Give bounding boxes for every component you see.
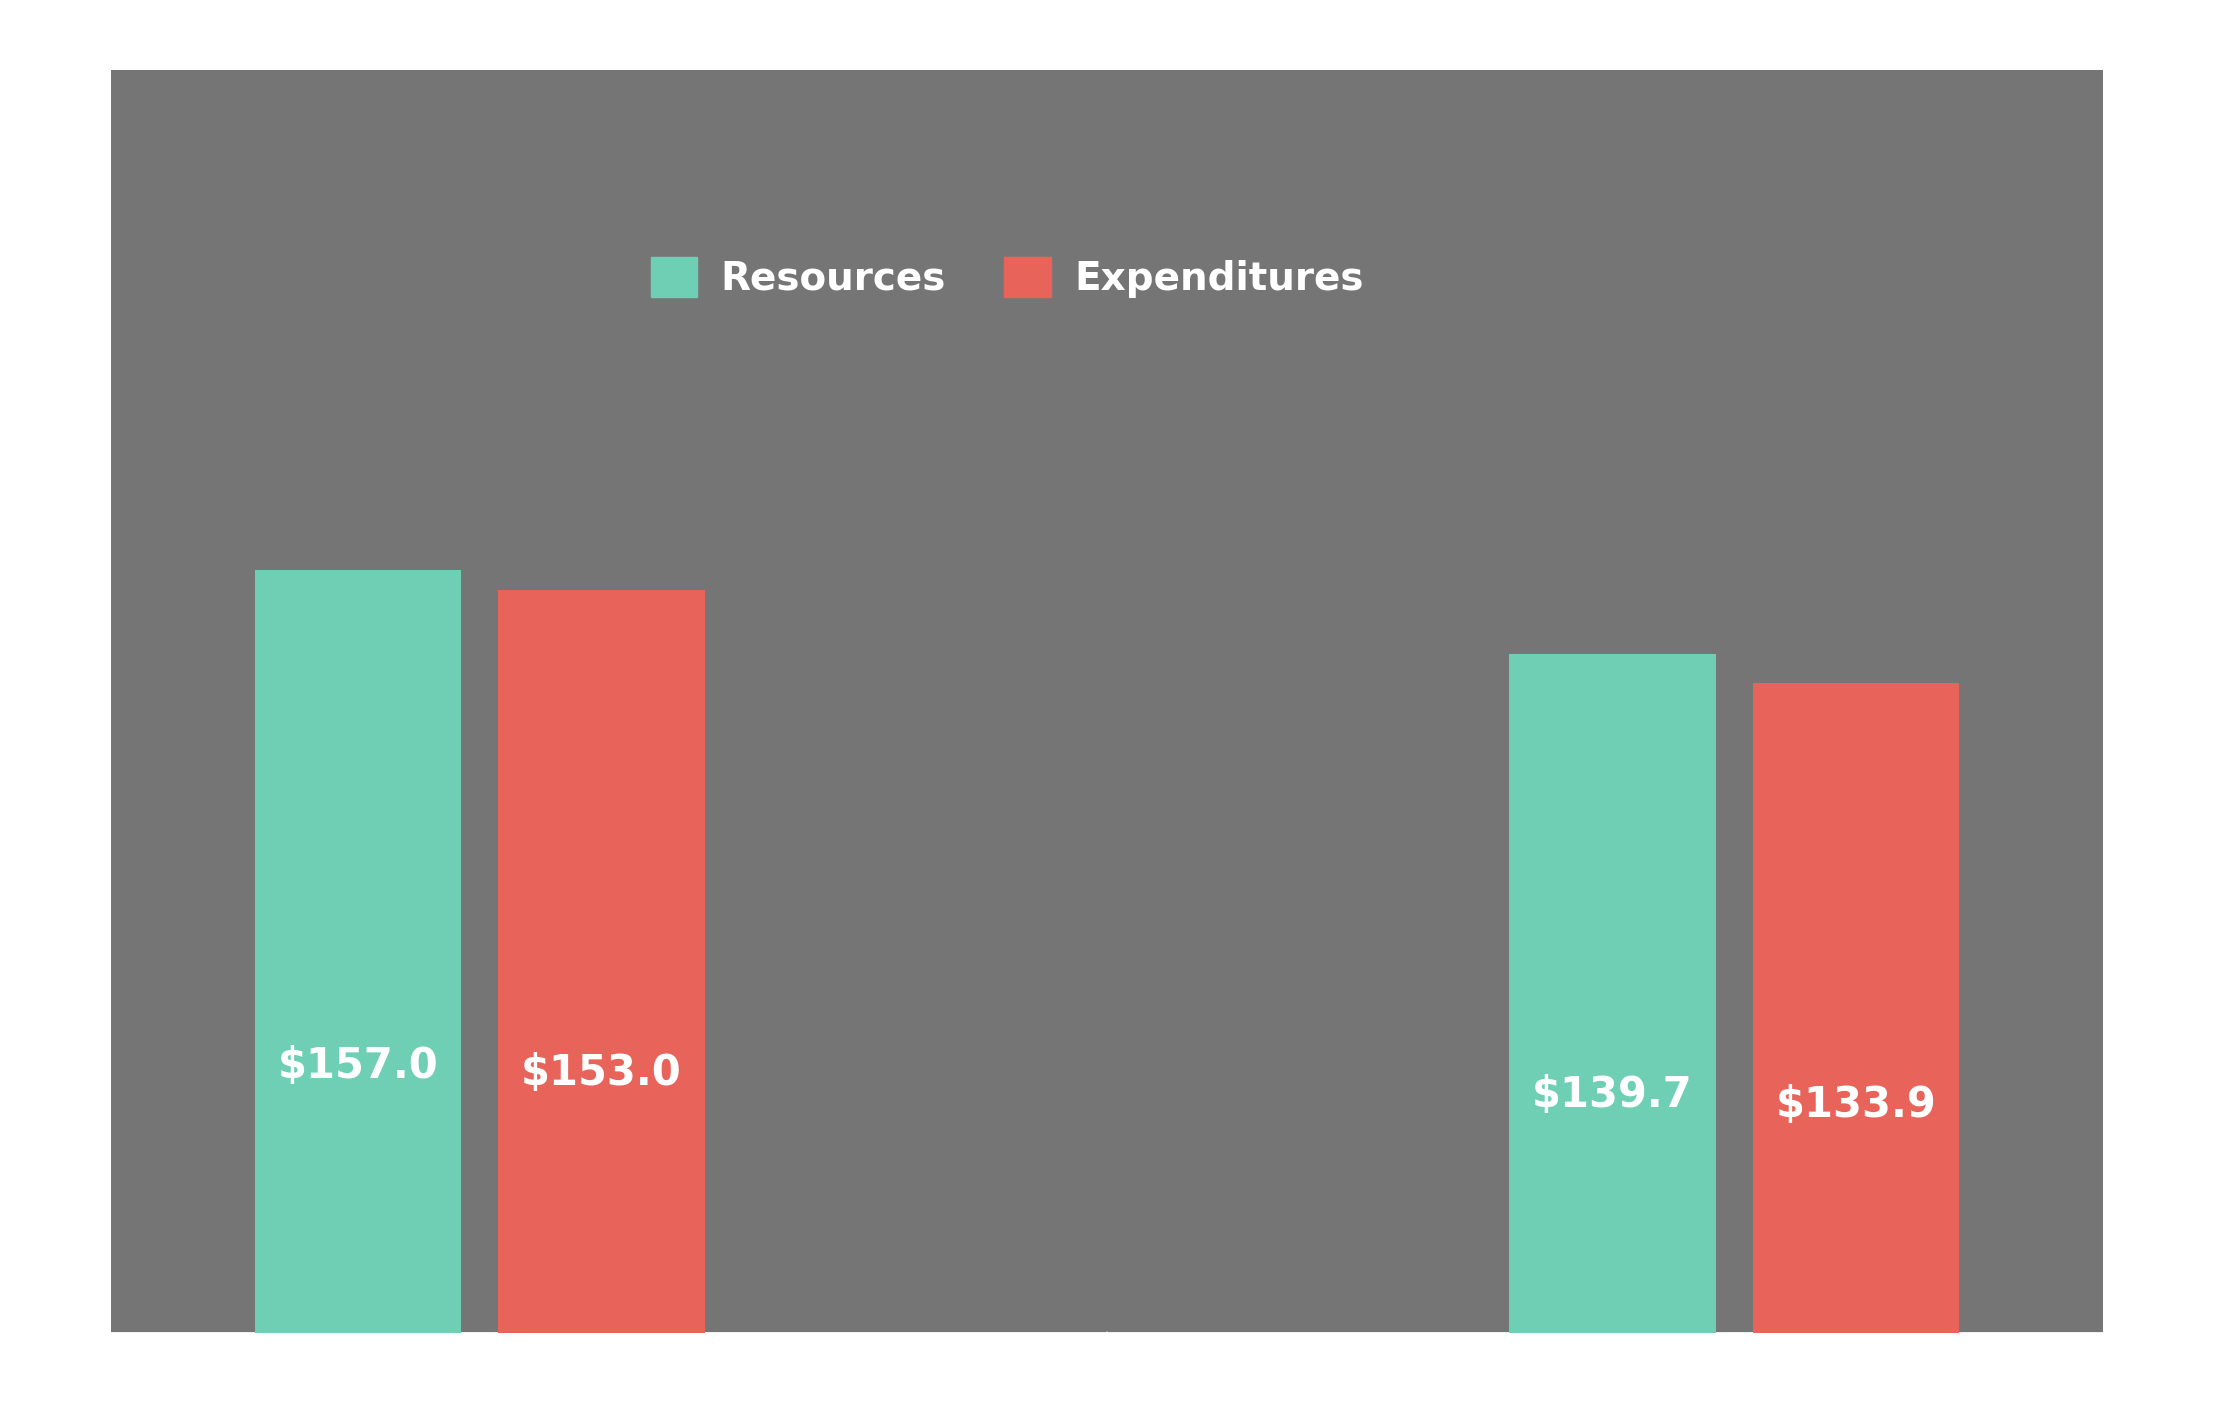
Legend: Resources, Expenditures: Resources, Expenditures — [635, 241, 1379, 313]
Title: Change in 2020-21 Budget Landscape from January to June
(in Billions)¹: Change in 2020-21 Budget Landscape from … — [319, 0, 1895, 52]
Text: $157.0: $157.0 — [277, 1045, 438, 1087]
Bar — [255, 571, 461, 1333]
Text: $139.7: $139.7 — [1532, 1075, 1694, 1117]
Bar — [1510, 654, 1716, 1333]
Bar — [498, 589, 704, 1333]
Bar — [1753, 682, 1959, 1333]
Text: $133.9: $133.9 — [1776, 1085, 1937, 1127]
Text: $153.0: $153.0 — [520, 1052, 682, 1094]
